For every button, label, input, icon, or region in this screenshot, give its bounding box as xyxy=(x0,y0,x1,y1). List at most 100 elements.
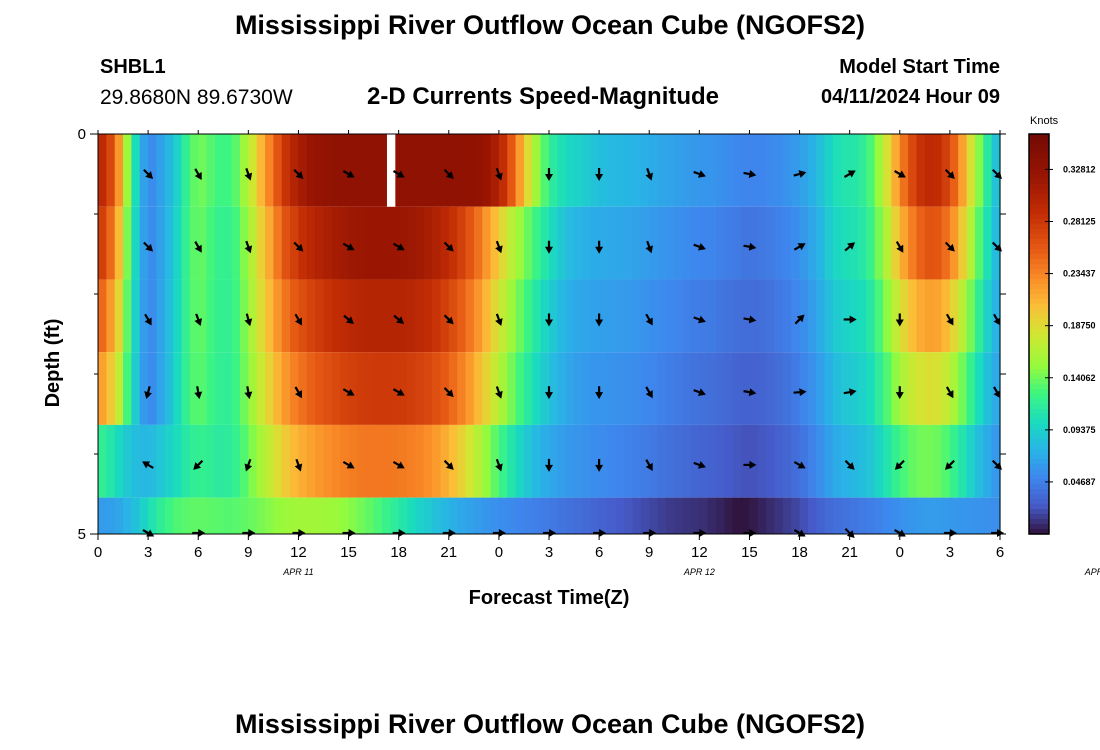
heatmap-cell xyxy=(966,206,976,280)
colorbar-segment xyxy=(1029,499,1049,505)
colorbar-segment xyxy=(1029,379,1049,385)
x-tick-label: 12 xyxy=(691,544,708,561)
heatmap-cell xyxy=(799,352,809,425)
colorbar-segment xyxy=(1029,249,1049,255)
heatmap-cell xyxy=(315,497,325,534)
heatmap-cell xyxy=(983,134,993,207)
heatmap-cell xyxy=(933,206,943,280)
current-arrow xyxy=(194,313,202,327)
current-arrow xyxy=(443,314,454,325)
heatmap-cell xyxy=(148,424,158,498)
heatmap-cell xyxy=(298,352,308,425)
heatmap-cell xyxy=(381,497,391,534)
heatmap-cell xyxy=(323,424,333,498)
heatmap-cell xyxy=(607,134,617,207)
heatmap-cell xyxy=(490,497,500,534)
heatmap-cell xyxy=(557,424,567,498)
heatmap-cell xyxy=(131,206,141,280)
colorbar-segment xyxy=(1029,429,1049,435)
current-arrow xyxy=(294,458,303,472)
heatmap-cell xyxy=(824,352,834,425)
heatmap-cell xyxy=(139,279,149,353)
heatmap-cell xyxy=(807,279,817,353)
heatmap-cell xyxy=(824,134,834,207)
heatmap-cell xyxy=(281,424,291,498)
heatmap-cell xyxy=(331,134,341,207)
heatmap-cell xyxy=(189,352,199,425)
colorbar-segment xyxy=(1029,434,1049,440)
heatmap-cell xyxy=(98,424,107,498)
current-arrow xyxy=(793,460,806,469)
heatmap-cell xyxy=(106,206,116,280)
heatmap-cell xyxy=(983,352,993,425)
heatmap-cell xyxy=(866,424,876,498)
heatmap-cell xyxy=(607,279,617,353)
x-tick-label: 0 xyxy=(495,544,503,561)
x-tick-label: 18 xyxy=(791,544,808,561)
heatmap-cell xyxy=(123,206,133,280)
heatmap-cell xyxy=(457,206,467,280)
heatmap-cell xyxy=(724,279,734,353)
heatmap-cell xyxy=(974,134,984,207)
current-arrow xyxy=(693,170,706,178)
heatmap-cell xyxy=(749,134,759,207)
heatmap-cell xyxy=(749,352,759,425)
heatmap-cell xyxy=(799,424,809,498)
current-arrow xyxy=(844,459,855,470)
heatmap-cell xyxy=(766,134,776,207)
heatmap-cell xyxy=(724,134,734,207)
heatmap-cell xyxy=(348,206,358,280)
heatmap-cell xyxy=(148,206,158,280)
heatmap-cell xyxy=(206,352,216,425)
heatmap-cell xyxy=(649,424,659,498)
colorbar-segment xyxy=(1029,334,1049,340)
heatmap-cell xyxy=(991,206,1001,280)
heatmap-cell xyxy=(223,134,233,207)
heatmap-cell xyxy=(883,206,893,280)
heatmap-cell xyxy=(381,206,391,280)
heatmap-cell xyxy=(432,134,442,207)
heatmap-cell xyxy=(908,497,918,534)
heatmap-cell xyxy=(482,497,492,534)
heatmap-cell xyxy=(398,352,408,425)
colorbar-segment xyxy=(1029,479,1049,485)
heatmap-cell xyxy=(741,424,751,498)
heatmap-cell xyxy=(674,134,684,207)
heatmap-cell xyxy=(574,279,584,353)
heatmap-cell xyxy=(507,497,517,534)
colorbar-segment xyxy=(1029,274,1049,280)
heatmap-cell xyxy=(640,497,650,534)
heatmap-cell xyxy=(749,497,759,534)
colorbar-segment xyxy=(1029,344,1049,350)
heatmap-cell xyxy=(482,352,492,425)
heatmap-cell xyxy=(457,497,467,534)
heatmap-cell xyxy=(515,134,525,207)
heatmap-cell xyxy=(457,424,467,498)
heatmap-cell xyxy=(549,497,558,534)
heatmap-cell xyxy=(381,279,391,353)
heatmap-cell xyxy=(590,134,600,207)
colorbar-segment xyxy=(1029,514,1049,520)
heatmap-cell xyxy=(682,352,692,425)
heatmap-cell xyxy=(415,279,425,353)
heatmap-cell xyxy=(231,497,241,534)
heatmap-cell xyxy=(983,497,993,534)
x-tick-label: 9 xyxy=(244,544,252,561)
heatmap-cell xyxy=(123,424,133,498)
current-arrow xyxy=(944,168,955,179)
heatmap-cell xyxy=(640,206,650,280)
current-arrow xyxy=(945,313,954,326)
heatmap-cell xyxy=(465,206,475,280)
current-arrow xyxy=(945,386,954,399)
colorbar-segment xyxy=(1029,199,1049,205)
heatmap-cell xyxy=(415,134,425,207)
heatmap-cell xyxy=(574,352,584,425)
heatmap-cell xyxy=(816,352,826,425)
colorbar-segment xyxy=(1029,384,1049,390)
heatmap-cell xyxy=(164,134,174,207)
heatmap-cell xyxy=(265,134,274,207)
colorbar-segment xyxy=(1029,214,1049,220)
heatmap-cell xyxy=(231,352,241,425)
heatmap-cell xyxy=(899,134,909,207)
heatmap-cell xyxy=(373,134,383,207)
